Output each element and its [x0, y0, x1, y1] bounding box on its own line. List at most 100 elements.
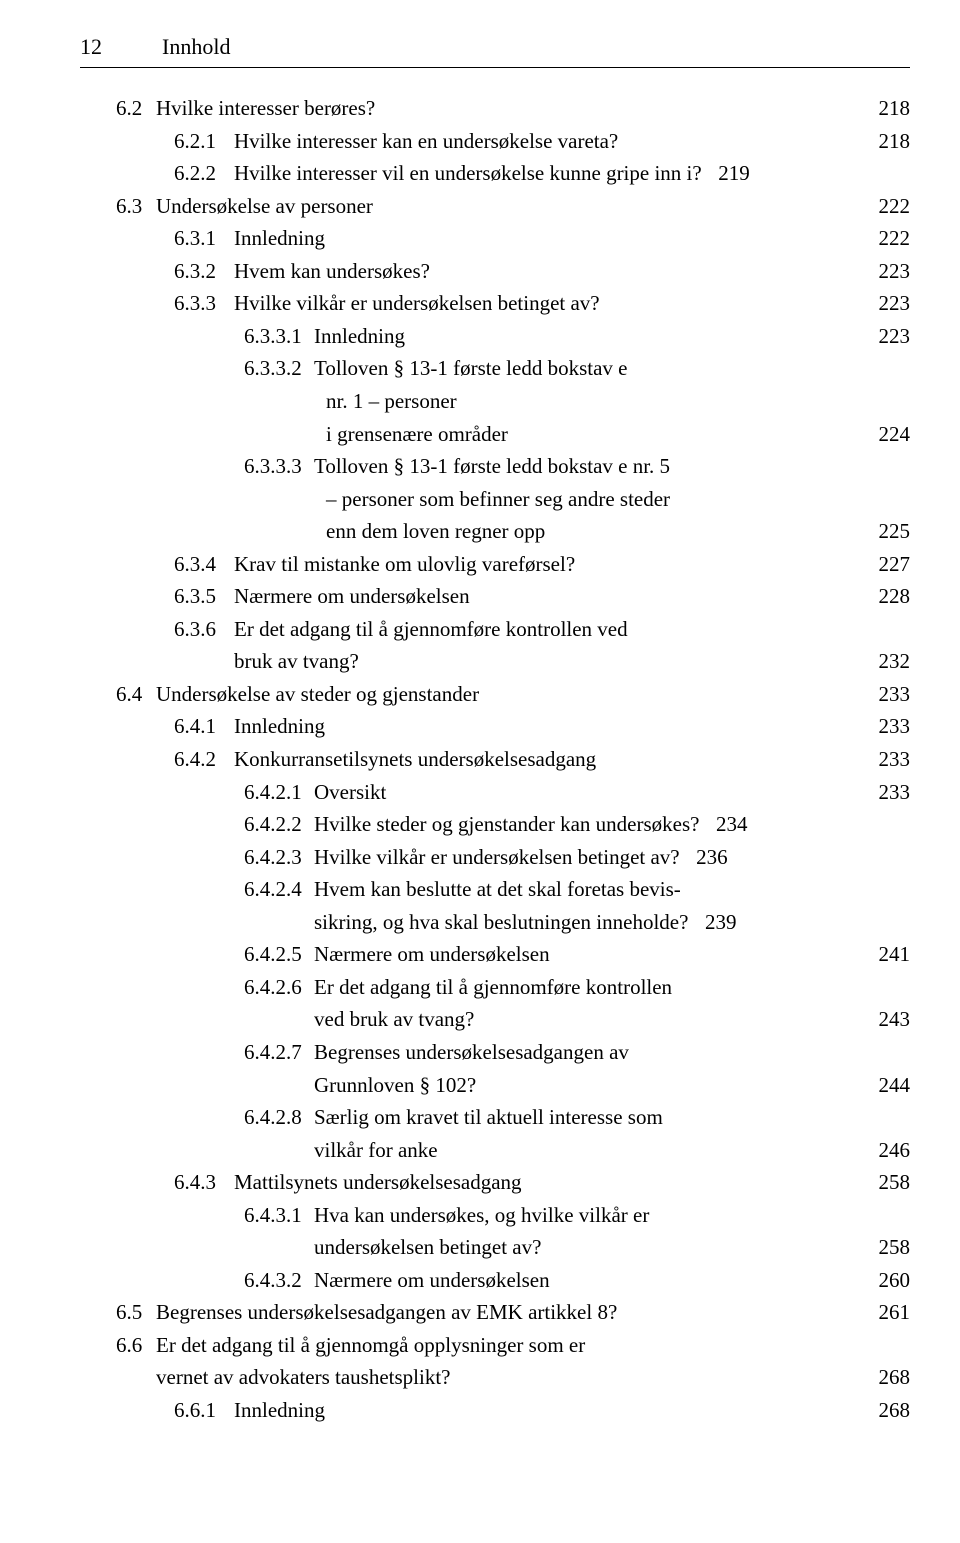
toc-num: 6.4.2.4	[244, 873, 314, 906]
toc-text-cont: nr. 1 – personer	[326, 385, 457, 418]
toc-num: 6.3.2	[174, 255, 234, 288]
toc-entry-cont: undersøkelsen betinget av? 258	[80, 1231, 910, 1264]
toc-entry-cont: sikring, og hva skal beslutningen inneho…	[80, 906, 910, 939]
toc-entry: 6.3 Undersøkelse av personer 222	[80, 190, 910, 223]
toc-text-cont: vernet av advokaters taushetsplikt?	[156, 1361, 450, 1394]
toc-page: 218	[862, 125, 910, 158]
toc-page: 222	[862, 190, 910, 223]
toc-page: 219	[702, 157, 750, 190]
toc-num: 6.4.2.3	[244, 841, 314, 874]
toc-num: 6.4.2.7	[244, 1036, 314, 1069]
toc-entry: 6.6.1 Innledning 268	[80, 1394, 910, 1427]
toc-text-cont: sikring, og hva skal beslutningen inneho…	[314, 906, 688, 939]
toc-page: 225	[862, 515, 910, 548]
toc-entry-cont: i grensenære områder 224	[80, 418, 910, 451]
toc-entry: 6.2 Hvilke interesser berøres? 218	[80, 92, 910, 125]
toc-num: 6.3.3.3	[244, 450, 314, 483]
toc-entry: 6.3.3.3 Tolloven § 13-1 første ledd boks…	[80, 450, 910, 483]
toc-text: Er det adgang til å gjennomgå opplysning…	[156, 1329, 585, 1362]
toc-num: 6.4.2.5	[244, 938, 314, 971]
toc-text: Innledning	[234, 710, 325, 743]
toc-text-cont: bruk av tvang?	[234, 645, 359, 678]
toc-num: 6.5	[116, 1296, 156, 1329]
page-header: 12 Innhold	[80, 30, 910, 68]
toc-page: 236	[680, 841, 728, 874]
toc-num: 6.4.2.1	[244, 776, 314, 809]
toc-entry: 6.4.2.1 Oversikt 233	[80, 776, 910, 809]
toc-num: 6.6.1	[174, 1394, 234, 1427]
toc-page: 258	[862, 1231, 910, 1264]
toc-text-cont: – personer som befinner seg andre steder	[326, 483, 670, 516]
toc-page: 223	[862, 255, 910, 288]
toc-text: Hvem kan beslutte at det skal foretas be…	[314, 873, 681, 906]
toc-page: 234	[699, 808, 747, 841]
toc-entry-cont: vernet av advokaters taushetsplikt? 268	[80, 1361, 910, 1394]
toc-num: 6.2	[116, 92, 156, 125]
toc-text: Begrenses undersøkelsesadgangen av	[314, 1036, 629, 1069]
toc-entry: 6.4.2.8 Særlig om kravet til aktuell int…	[80, 1101, 910, 1134]
toc-entry: 6.4.2 Konkurransetilsynets undersøkelses…	[80, 743, 910, 776]
toc-num: 6.6	[116, 1329, 156, 1362]
toc-page: 246	[862, 1134, 910, 1167]
toc-num: 6.4.3.2	[244, 1264, 314, 1297]
toc-text: Er det adgang til å gjennomføre kontroll…	[234, 613, 628, 646]
toc-page: 261	[862, 1296, 910, 1329]
toc-entry: 6.4.3 Mattilsynets undersøkelsesadgang 2…	[80, 1166, 910, 1199]
toc-text: Mattilsynets undersøkelsesadgang	[234, 1166, 522, 1199]
toc-text-cont: ved bruk av tvang?	[314, 1003, 474, 1036]
toc-text: Innledning	[234, 222, 325, 255]
toc-num: 6.4.2.2	[244, 808, 314, 841]
toc-text: Hvilke vilkår er undersøkelsen betinget …	[314, 841, 680, 874]
toc-page: 258	[862, 1166, 910, 1199]
toc-num: 6.4.2.8	[244, 1101, 314, 1134]
toc-page: 228	[862, 580, 910, 613]
toc-text-cont: undersøkelsen betinget av?	[314, 1231, 541, 1264]
toc-entry: 6.5 Begrenses undersøkelsesadgangen av E…	[80, 1296, 910, 1329]
toc-text-cont: vilkår for anke	[314, 1134, 438, 1167]
toc-page: 241	[862, 938, 910, 971]
toc-num: 6.2.2	[174, 157, 234, 190]
page-number: 12	[80, 30, 102, 64]
toc-text: Tolloven § 13-1 første ledd bokstav e nr…	[314, 450, 670, 483]
toc-entry-cont: vilkår for anke 246	[80, 1134, 910, 1167]
toc-text: Nærmere om undersøkelsen	[234, 580, 470, 613]
toc-entry: 6.4.2.6 Er det adgang til å gjennomføre …	[80, 971, 910, 1004]
toc-page: 223	[862, 287, 910, 320]
toc-entry: 6.3.3.1 Innledning 223	[80, 320, 910, 353]
toc-entry: 6.3.4 Krav til mistanke om ulovlig varef…	[80, 548, 910, 581]
toc-entry-cont: nr. 1 – personer	[80, 385, 910, 418]
toc-entry-cont: Grunnloven § 102? 244	[80, 1069, 910, 1102]
toc-page: 233	[862, 678, 910, 711]
toc-num: 6.4.2.6	[244, 971, 314, 1004]
toc-entry: 6.2.2 Hvilke interesser vil en undersøke…	[80, 157, 910, 190]
toc-num: 6.3.1	[174, 222, 234, 255]
toc-num: 6.4.1	[174, 710, 234, 743]
toc-text: Er det adgang til å gjennomføre kontroll…	[314, 971, 672, 1004]
toc-entry: 6.4.2.2 Hvilke steder og gjenstander kan…	[80, 808, 910, 841]
toc-page: 223	[862, 320, 910, 353]
toc-num: 6.3.3.2	[244, 352, 314, 385]
toc-page: 244	[862, 1069, 910, 1102]
toc-page: 268	[862, 1361, 910, 1394]
toc-entry-cont: bruk av tvang? 232	[80, 645, 910, 678]
toc-num: 6.4.3	[174, 1166, 234, 1199]
toc-entry-cont: – personer som befinner seg andre steder	[80, 483, 910, 516]
toc-num: 6.3.3	[174, 287, 234, 320]
toc-num: 6.4	[116, 678, 156, 711]
toc-entry-cont: enn dem loven regner opp 225	[80, 515, 910, 548]
toc-num: 6.3	[116, 190, 156, 223]
toc-entry: 6.3.3 Hvilke vilkår er undersøkelsen bet…	[80, 287, 910, 320]
toc-entry: 6.4.2.5 Nærmere om undersøkelsen 241	[80, 938, 910, 971]
toc-text-cont: i grensenære områder	[326, 418, 508, 451]
toc-page: 218	[862, 92, 910, 125]
toc-num: 6.4.3.1	[244, 1199, 314, 1232]
toc-num: 6.2.1	[174, 125, 234, 158]
toc-text: Undersøkelse av personer	[156, 190, 373, 223]
toc-page: 239	[688, 906, 736, 939]
toc-text: Hvilke interesser vil en undersøkelse ku…	[234, 157, 702, 190]
toc-page: 268	[862, 1394, 910, 1427]
toc-text: Hva kan undersøkes, og hvilke vilkår er	[314, 1199, 649, 1232]
page-title: Innhold	[162, 30, 230, 64]
toc-text: Begrenses undersøkelsesadgangen av EMK a…	[156, 1296, 617, 1329]
toc-text: Innledning	[234, 1394, 325, 1427]
